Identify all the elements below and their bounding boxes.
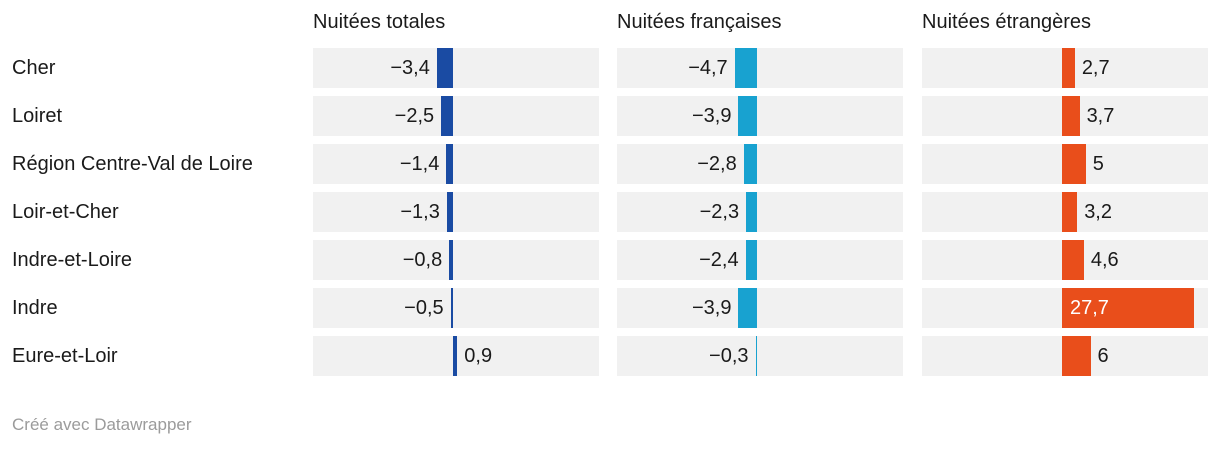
bar-track: −1,4 xyxy=(313,144,599,184)
column-header-nuitees-etrangeres: Nuitées étrangères xyxy=(922,11,1091,33)
bar-track: −2,8 xyxy=(617,144,903,184)
row-label: Loiret xyxy=(12,105,63,127)
value-label: 4,6 xyxy=(1090,249,1119,271)
bar xyxy=(441,96,453,136)
bar xyxy=(1062,192,1078,232)
value-label: −2,5 xyxy=(394,105,435,127)
value-label: −0,3 xyxy=(709,345,749,367)
value-label: −2,4 xyxy=(699,249,739,271)
value-label: −1,3 xyxy=(400,201,440,223)
column-header-nuitees-francaises: Nuitées françaises xyxy=(617,11,782,33)
value-label: −0,8 xyxy=(402,249,443,271)
value-label: 6 xyxy=(1097,345,1109,367)
bar-track: 4,6 xyxy=(922,240,1208,280)
bar xyxy=(755,336,757,376)
value-label: 3,7 xyxy=(1086,105,1115,127)
bar xyxy=(1062,240,1084,280)
value-label: −3,9 xyxy=(691,297,732,319)
bar xyxy=(450,288,453,328)
row-label: Indre xyxy=(12,297,58,319)
value-label: −1,4 xyxy=(399,153,440,175)
value-label: −4,7 xyxy=(688,57,728,79)
bar xyxy=(446,192,453,232)
bar-track: 3,7 xyxy=(922,96,1208,136)
bar-track: 6 xyxy=(922,336,1208,376)
bar xyxy=(738,288,757,328)
datawrapper-credit: Créé avec Datawrapper xyxy=(12,415,192,434)
bar-track: −3,9 xyxy=(617,288,903,328)
bar-track: 27,7 xyxy=(922,288,1208,328)
bar xyxy=(738,96,757,136)
bar-track: −1,3 xyxy=(313,192,599,232)
bar-track: −3,4 xyxy=(313,48,599,88)
bar xyxy=(743,144,757,184)
column-header-nuitees-totales: Nuitées totales xyxy=(313,11,446,33)
row-label: Eure-et-Loir xyxy=(12,345,118,367)
bar-track: −2,4 xyxy=(617,240,903,280)
bar xyxy=(446,144,453,184)
value-label: −0,5 xyxy=(404,297,444,319)
bar-track: 3,2 xyxy=(922,192,1208,232)
bar xyxy=(453,336,458,376)
value-label: 2,7 xyxy=(1081,57,1110,79)
bar xyxy=(1062,96,1080,136)
bar xyxy=(746,192,757,232)
bar xyxy=(745,240,757,280)
bar-track: −3,9 xyxy=(617,96,903,136)
value-label: −2,3 xyxy=(699,201,740,223)
value-label: 3,2 xyxy=(1084,201,1112,223)
bar-track: −0,3 xyxy=(617,336,903,376)
row-label: Cher xyxy=(12,57,56,79)
bar-track: −0,5 xyxy=(313,288,599,328)
row-label: Loir-et-Cher xyxy=(12,201,119,223)
row-label: Région Centre-Val de Loire xyxy=(12,153,253,175)
value-label: −2,8 xyxy=(697,153,737,175)
bar xyxy=(449,240,453,280)
value-label: −3,4 xyxy=(390,57,430,79)
bar-track: 2,7 xyxy=(922,48,1208,88)
bar xyxy=(1062,48,1075,88)
bar-track: −0,8 xyxy=(313,240,599,280)
bar xyxy=(1062,144,1086,184)
bar xyxy=(1062,336,1091,376)
bar-track: −2,5 xyxy=(313,96,599,136)
value-label: 5 xyxy=(1092,153,1104,175)
bar xyxy=(734,48,757,88)
value-label: 0,9 xyxy=(464,345,493,367)
bar xyxy=(436,48,453,88)
bar-track: 5 xyxy=(922,144,1208,184)
bar-track: −4,7 xyxy=(617,48,903,88)
bar-track: −2,3 xyxy=(617,192,903,232)
bar xyxy=(1062,288,1194,328)
row-label: Indre-et-Loire xyxy=(12,249,133,271)
bar-track: 0,9 xyxy=(313,336,599,376)
value-label: 27,7 xyxy=(1070,297,1109,319)
value-label: −3,9 xyxy=(691,105,732,127)
